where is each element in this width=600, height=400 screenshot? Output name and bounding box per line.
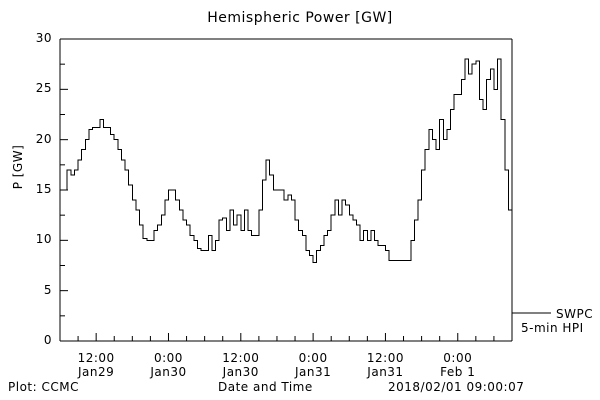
y-tick-label: 0 [43, 333, 52, 347]
plot-credit: Plot: CCMC [8, 380, 79, 394]
x-axis-label: Date and Time [218, 380, 313, 394]
x-tick-label: 0:00 Jan31 [294, 351, 332, 379]
x-tick-label: 12:00 Jan31 [366, 351, 404, 379]
plot-frame [59, 38, 513, 342]
legend-line-sample [511, 295, 551, 330]
plot-timestamp: 2018/02/01 09:00:07 [388, 380, 525, 394]
legend-label-product: 5-min HPI [521, 321, 584, 335]
series-path [60, 58, 513, 263]
legend-label-source: SWPC [556, 307, 594, 321]
y-tick-label: 10 [35, 232, 52, 247]
x-tick-label: 0:00 Feb 1 [440, 351, 476, 379]
x-tick-label: 12:00 Jan30 [222, 351, 260, 379]
y-tick-label: 15 [35, 182, 52, 196]
plot-title: Hemispheric Power [GW] [207, 10, 393, 26]
x-tick-label: 12:00 Jan29 [77, 351, 115, 379]
y-tick-label: 30 [35, 31, 52, 45]
y-tick-label: 5 [43, 282, 52, 297]
data-series-swpc-hpi [60, 58, 513, 263]
y-tick-label: 25 [35, 81, 52, 96]
x-axis-ticks [59, 333, 513, 341]
y-tick-label: 20 [35, 131, 52, 146]
y-axis-ticks [60, 38, 68, 342]
x-tick-label: 0:00 Jan30 [150, 351, 187, 379]
